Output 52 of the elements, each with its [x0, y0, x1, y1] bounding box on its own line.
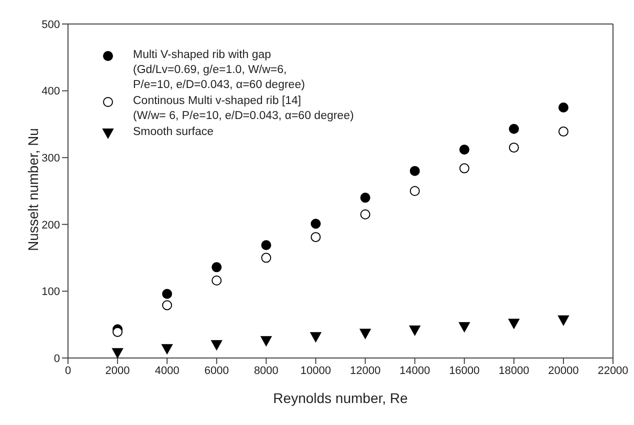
- point: [310, 332, 322, 342]
- x-tick-label: 14000: [400, 364, 430, 377]
- point: [360, 192, 370, 203]
- legend-label: Multi V-shaped rib with gap (Gd/Lv=0.69, g/e=1.0, W/w=6, P/e=10, e/D=0.043, α=60 degree): [133, 48, 305, 93]
- y-tick-label: 0: [54, 352, 60, 365]
- point: [260, 336, 272, 346]
- point: [409, 325, 420, 336]
- legend-label: Smooth surface: [133, 125, 214, 140]
- legend-label: Continous Multi v-shaped rib [14] (W/w= 6, P/e=10, e/D=0.043, α=60 degree): [133, 94, 354, 124]
- x-tick-label: 10000: [300, 364, 332, 377]
- point: [558, 102, 568, 112]
- y-tick-label: 200: [42, 219, 60, 232]
- point: [410, 166, 420, 176]
- point: [261, 240, 272, 250]
- point: [212, 276, 222, 286]
- point: [112, 326, 123, 337]
- point: [310, 218, 321, 229]
- point: [261, 252, 272, 263]
- point: [162, 344, 173, 354]
- x-tick-label: 20000: [548, 364, 579, 377]
- x-tick-label: 8000: [254, 364, 278, 377]
- point: [112, 348, 124, 358]
- point: [459, 163, 470, 174]
- point: [458, 322, 470, 332]
- x-axis-title: Reynolds number, Re: [273, 390, 408, 406]
- point: [410, 186, 420, 196]
- x-tick-label: 22000: [598, 364, 628, 377]
- point: [558, 315, 569, 326]
- point: [211, 340, 222, 350]
- point: [508, 318, 520, 329]
- point: [162, 300, 172, 310]
- x-tick-label: 0: [64, 364, 72, 377]
- y-tick-label: 300: [42, 152, 60, 165]
- point: [360, 209, 370, 220]
- point: [508, 142, 519, 153]
- point: [310, 232, 321, 242]
- y-tick-label: 100: [42, 286, 60, 298]
- x-tick-label: 4000: [154, 364, 180, 377]
- x-tick-label: 6000: [204, 364, 229, 377]
- x-tick-label: 18000: [498, 364, 530, 377]
- point: [558, 126, 568, 137]
- y-axis-title: Nusselt number, Nu: [24, 128, 41, 251]
- point: [212, 262, 222, 272]
- x-tick-label: 16000: [449, 364, 480, 377]
- point: [459, 144, 470, 155]
- y-tick-label: 400: [42, 86, 60, 98]
- x-tick-label: 2000: [105, 364, 130, 377]
- point: [360, 328, 371, 339]
- point: [508, 124, 519, 134]
- y-tick-label: 500: [42, 18, 60, 31]
- point: [162, 288, 172, 299]
- x-tick-label: 12000: [350, 364, 381, 377]
